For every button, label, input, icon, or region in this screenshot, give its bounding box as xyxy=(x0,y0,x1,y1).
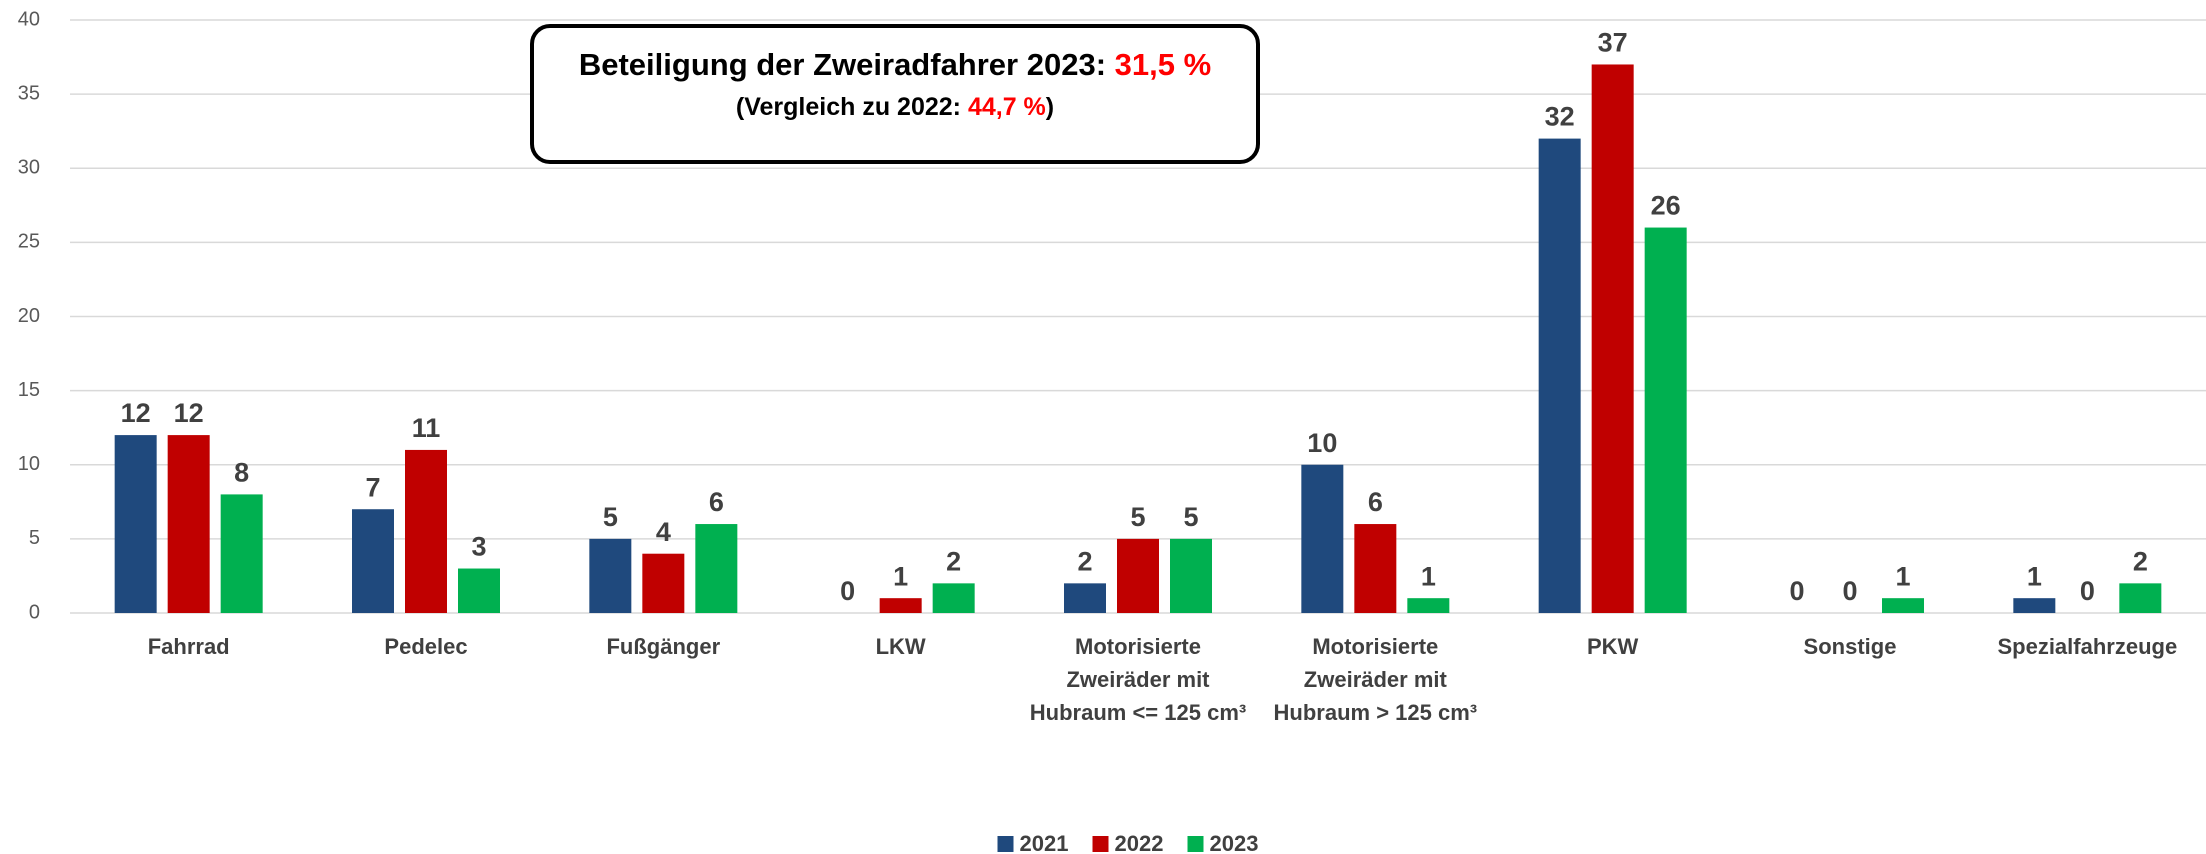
value-label: 5 xyxy=(1130,502,1145,532)
value-label: 0 xyxy=(1842,576,1857,606)
value-label: 3 xyxy=(471,532,486,562)
value-label: 0 xyxy=(1789,576,1804,606)
value-label: 26 xyxy=(1651,191,1681,221)
x-tick-label: LKW xyxy=(876,634,926,659)
y-tick-label: 25 xyxy=(18,231,40,253)
y-tick-label: 15 xyxy=(18,379,40,401)
value-label: 2 xyxy=(2133,546,2148,576)
value-label: 0 xyxy=(2080,576,2095,606)
annotation-box xyxy=(530,24,1260,164)
value-label: 1 xyxy=(1421,561,1436,591)
bar xyxy=(352,509,394,613)
y-tick-label: 10 xyxy=(18,453,40,475)
value-label: 10 xyxy=(1307,428,1337,458)
bar xyxy=(695,524,738,613)
x-tick-label: Pedelec xyxy=(384,634,467,659)
y-tick-label: 35 xyxy=(18,82,40,104)
annotation-line-2: (Vergleich zu 2022: 44,7 %) xyxy=(736,93,1054,121)
value-label: 37 xyxy=(1598,28,1628,58)
value-label: 2 xyxy=(1077,546,1092,576)
y-tick-label: 30 xyxy=(18,157,40,179)
bar xyxy=(1301,464,1344,613)
bar xyxy=(1882,598,1924,613)
annotation-text: ) xyxy=(1046,93,1054,121)
legend-swatch xyxy=(1092,836,1109,852)
x-tick-label: Fußgänger xyxy=(606,634,720,659)
bar xyxy=(1117,538,1159,613)
bar xyxy=(114,435,157,613)
value-label: 0 xyxy=(840,576,855,606)
bar xyxy=(642,553,685,613)
x-tick-label: Motorisierte Zweiräder mit Hubraum > 125 c… xyxy=(1274,634,1478,725)
bar xyxy=(1538,138,1581,613)
bar xyxy=(2013,598,2056,613)
y-tick-label: 20 xyxy=(18,305,40,327)
bar xyxy=(879,598,922,613)
bar xyxy=(1644,227,1687,614)
bar xyxy=(589,538,632,613)
x-tick-label: PKW xyxy=(1587,634,1639,659)
x-tick-label: Fahrrad xyxy=(148,634,230,659)
y-tick-label: 40 xyxy=(18,8,40,30)
value-label: 4 xyxy=(656,517,671,547)
legend-label: 2023 xyxy=(1210,831,1259,854)
value-label: 5 xyxy=(1183,502,1198,532)
bar xyxy=(1170,538,1212,613)
value-label: 32 xyxy=(1545,102,1575,132)
value-label: 1 xyxy=(893,561,908,591)
annotation-highlight: 44,7 % xyxy=(968,93,1046,121)
x-tick-label: Sonstige xyxy=(1804,634,1897,659)
value-label: 12 xyxy=(121,398,151,428)
value-label: 1 xyxy=(1895,561,1910,591)
bar xyxy=(932,583,975,613)
value-label: 7 xyxy=(365,472,380,502)
bar xyxy=(458,568,500,613)
x-tick-label: Motorisierte Zweiräder mit Hubraum <= 125 … xyxy=(1030,634,1246,725)
bar xyxy=(405,449,447,613)
bar xyxy=(1591,64,1634,614)
y-tick-label: 5 xyxy=(29,527,40,549)
value-label: 1 xyxy=(2027,561,2042,591)
legend-swatch xyxy=(1187,836,1204,852)
value-label: 11 xyxy=(412,413,441,443)
value-label: 5 xyxy=(603,502,618,532)
annotation-line-1: Beteiligung der Zweiradfahrer 2023: 31,5… xyxy=(579,47,1211,82)
bar xyxy=(1064,583,1106,613)
bar xyxy=(220,494,263,613)
value-label: 2 xyxy=(946,546,961,576)
annotation-highlight: 31,5 % xyxy=(1115,47,1212,82)
value-label: 8 xyxy=(234,458,249,488)
bar xyxy=(167,435,210,613)
x-tick-label: Spezialfahrzeuge xyxy=(1997,634,2177,659)
annotation-text: (Vergleich zu 2022: xyxy=(736,93,968,121)
legend-swatch xyxy=(997,836,1014,852)
annotation-text: Beteiligung der Zweiradfahrer 2023: xyxy=(579,47,1115,82)
bar xyxy=(1354,524,1397,613)
legend-label: 2021 xyxy=(1020,831,1069,854)
y-tick-label: 0 xyxy=(29,601,40,623)
bar xyxy=(1407,598,1450,613)
legend-label: 2022 xyxy=(1115,831,1164,854)
bar xyxy=(2119,583,2162,613)
value-label: 6 xyxy=(1368,487,1383,517)
value-label: 12 xyxy=(174,398,204,428)
value-label: 6 xyxy=(709,487,724,517)
